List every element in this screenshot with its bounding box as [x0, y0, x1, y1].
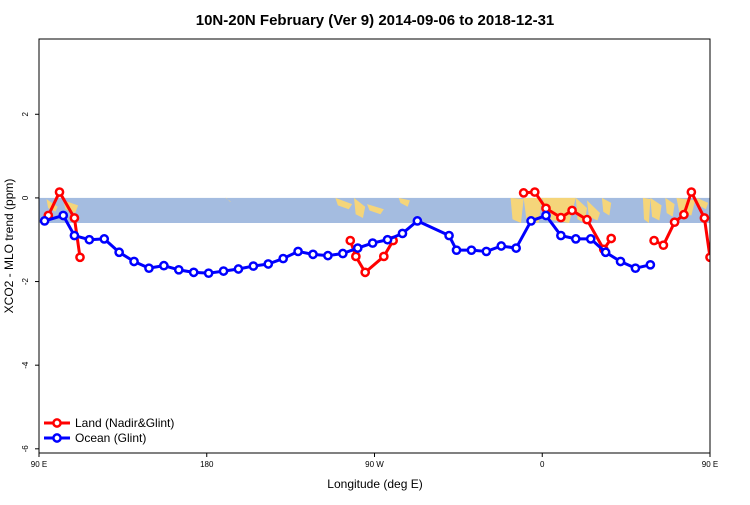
- legend-marker-1: [52, 433, 62, 443]
- land-seg3-point-1: [658, 240, 669, 251]
- y-tick-label-1: 0: [21, 195, 30, 200]
- ocean-point-26: [444, 230, 454, 241]
- ocean-point-3: [84, 234, 95, 245]
- ocean-point-40: [645, 259, 656, 270]
- land-seg2-point-5: [582, 214, 592, 225]
- y-tick-label-3: -4: [21, 361, 30, 369]
- ocean-point-37: [600, 247, 611, 258]
- land-mass-12: [601, 197, 612, 216]
- ocean-point-22: [367, 238, 378, 248]
- legend-label-0: Land (Nadir&Glint): [75, 416, 174, 430]
- ocean-point-38: [615, 256, 626, 267]
- land-mass-3: [335, 197, 353, 210]
- world-map-band: [39, 197, 710, 223]
- land-seg0-point-3: [75, 252, 85, 263]
- land-mass-5: [367, 204, 384, 215]
- ocean-point-4: [99, 234, 110, 244]
- ocean-point-16: [278, 253, 289, 264]
- land-seg2-point-1: [529, 187, 540, 197]
- ocean-point-0: [39, 216, 50, 226]
- ocean-point-32: [526, 216, 536, 226]
- ocean-point-21: [352, 243, 363, 253]
- ocean-point-30: [496, 241, 507, 251]
- ocean-point-13: [233, 264, 244, 274]
- land-seg2-point-3: [556, 212, 566, 223]
- ocean-point-12: [218, 266, 229, 276]
- ocean-point-27: [451, 245, 462, 256]
- x-tick-label-4: 90 E: [702, 460, 718, 469]
- ocean-point-23: [382, 234, 393, 245]
- land-seg3-point-4: [686, 187, 697, 197]
- x-axis: 90 E 180 90 W 0 90 E: [31, 453, 718, 469]
- land-mass-6: [398, 197, 410, 207]
- ocean-point-28: [466, 245, 477, 256]
- land-seg2-point-0: [518, 188, 529, 198]
- land-seg3-point-5: [699, 213, 710, 223]
- ocean-point-25: [412, 216, 423, 226]
- ocean-point-33: [541, 210, 551, 221]
- ocean-point-19: [323, 250, 333, 261]
- ocean-point-5: [114, 247, 124, 258]
- y-axis: 2 0 -2 -4 -6: [21, 111, 39, 452]
- ocean-point-11: [203, 268, 214, 279]
- ocean-point-34: [556, 230, 566, 241]
- ocean-point-1: [58, 210, 69, 221]
- chart-title: 10N-20N February (Ver 9) 2014-09-06 to 2…: [196, 12, 555, 29]
- series-layer: [39, 187, 710, 279]
- ocean-point-17: [293, 246, 303, 257]
- land-mass-15: [665, 197, 675, 217]
- y-tick-label-0: 2: [21, 111, 30, 116]
- y-tick-label-4: -6: [21, 445, 30, 453]
- ocean-point-10: [188, 267, 199, 278]
- ocean-point-29: [481, 246, 492, 257]
- ocean-point-39: [630, 263, 641, 274]
- ocean-point-8: [159, 260, 169, 271]
- ocean-point-31: [511, 243, 522, 253]
- legend-marker-0: [52, 418, 62, 428]
- ocean-point-14: [248, 261, 259, 271]
- land-seg0-point-2: [69, 213, 80, 223]
- land-seg3-point-6: [705, 252, 710, 263]
- ocean-point-7: [144, 263, 154, 274]
- x-tick-label-1: 180: [200, 460, 214, 469]
- x-tick-label-3: 0: [540, 460, 545, 469]
- land-seg2-point-4: [567, 205, 577, 216]
- ocean-point-36: [585, 234, 596, 244]
- land-seg1-point-1: [351, 251, 361, 262]
- legend: Land (Nadir&Glint)Ocean (Glint): [44, 416, 174, 445]
- land-seg3-point-2: [669, 217, 680, 228]
- land-mass-14: [650, 197, 662, 221]
- y-axis-label: XCO2 - MLO trend (ppm): [2, 179, 16, 314]
- x-tick-label-0: 90 E: [31, 460, 47, 469]
- y-tick-label-2: -2: [21, 277, 30, 285]
- land-mass-2: [225, 197, 231, 202]
- land-mass-17: [696, 197, 709, 210]
- x-axis-label: Longitude (deg E): [327, 477, 422, 491]
- land-seg1-point-0: [345, 235, 356, 246]
- land-seg0-point-1: [54, 187, 65, 197]
- land-seg3-point-0: [649, 235, 659, 246]
- legend-label-1: Ocean (Glint): [75, 431, 146, 445]
- ocean-point-35: [570, 234, 581, 244]
- ocean-point-9: [173, 264, 184, 275]
- ocean-point-20: [337, 248, 348, 259]
- land-mass-7: [510, 197, 524, 223]
- land-mass-13: [642, 197, 651, 223]
- ocean-point-15: [263, 259, 274, 269]
- ocean-point-24: [397, 228, 408, 239]
- land-seg3-point-3: [679, 209, 689, 220]
- x-tick-label-2: 90 W: [365, 460, 384, 469]
- ocean-point-2: [69, 230, 80, 241]
- ocean-point-6: [129, 256, 139, 267]
- land-seg1-point-3: [378, 251, 389, 262]
- land-seg2-point-7: [606, 233, 617, 244]
- land-mass-8: [523, 197, 543, 223]
- ocean-point-18: [308, 249, 318, 260]
- land-mass-4: [353, 197, 366, 218]
- land-mass-11: [586, 200, 601, 221]
- land-seg1-point-2: [360, 267, 371, 278]
